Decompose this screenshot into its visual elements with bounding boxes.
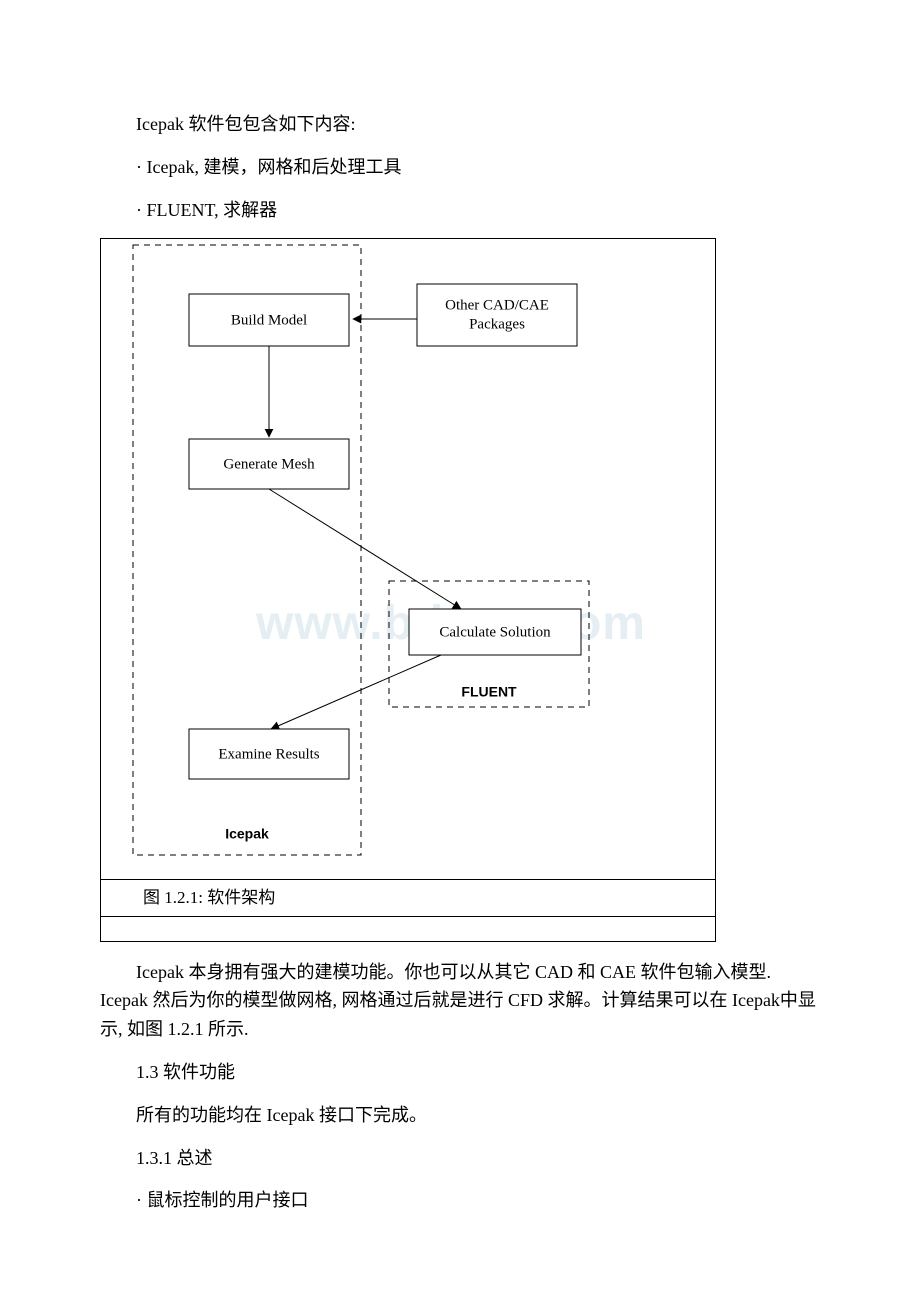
intro-line-1: Icepak 软件包包含如下内容: <box>100 110 820 139</box>
section-heading-1-3-1: 1.3.1 总述 <box>100 1144 820 1173</box>
figure-empty-row <box>101 916 715 941</box>
svg-text:Icepak: Icepak <box>225 826 269 842</box>
diagram-svg-container: www.bdocx.comIcepakFLUENTBuild ModelOthe… <box>101 239 715 879</box>
intro-line-3: · FLUENT, 求解器 <box>100 196 820 225</box>
svg-text:Examine Results: Examine Results <box>218 747 319 763</box>
svg-text:Calculate Solution: Calculate Solution <box>439 625 551 641</box>
figure-caption: 图 1.2.1: 软件架构 <box>101 879 715 915</box>
intro-line-2: · Icepak, 建模，网格和后处理工具 <box>100 153 820 182</box>
section-heading-1-3: 1.3 软件功能 <box>100 1058 820 1087</box>
svg-text:Build Model: Build Model <box>231 313 307 329</box>
svg-text:Packages: Packages <box>469 317 525 333</box>
flowchart-svg: www.bdocx.comIcepakFLUENTBuild ModelOthe… <box>101 239 713 879</box>
svg-text:Generate Mesh: Generate Mesh <box>223 457 315 473</box>
body-paragraph-2: 所有的功能均在 Icepak 接口下完成。 <box>100 1101 820 1130</box>
svg-text:FLUENT: FLUENT <box>461 684 517 700</box>
document-page: Icepak 软件包包含如下内容: · Icepak, 建模，网格和后处理工具 … <box>0 0 920 1269</box>
svg-text:Other CAD/CAE: Other CAD/CAE <box>445 298 549 314</box>
body-paragraph-1: Icepak 本身拥有强大的建模功能。你也可以从其它 CAD 和 CAE 软件包… <box>100 958 820 1044</box>
diagram-figure: www.bdocx.comIcepakFLUENTBuild ModelOthe… <box>100 238 716 941</box>
body-paragraph-3: · 鼠标控制的用户接口 <box>100 1186 820 1215</box>
